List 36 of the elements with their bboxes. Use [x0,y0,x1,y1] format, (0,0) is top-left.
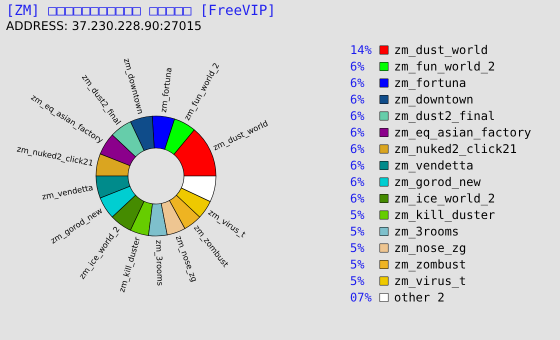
data-label: 5% [350,208,366,222]
legend-label: zm_fortuna [394,76,466,90]
legend-label: zm_dust2_final [394,109,496,123]
data-label: 07% [350,290,372,304]
data-label: 6% [350,92,366,106]
slice-label: zm_fortuna [159,66,174,114]
chart-title: [ZM] □□□□□□□□□□□ □□□□□ [FreeVIP] [6,3,276,19]
legend-label: zm_kill_duster [394,208,496,222]
slice-label: zm_3rooms [154,240,164,286]
legend-label: zm_ice_world_2 [394,192,496,206]
data-label: 6% [350,142,366,156]
data-label: 6% [350,126,366,140]
legend-label: zm_nuked2_click21 [394,142,517,156]
legend-label: zm_dust_world [394,43,488,57]
legend-label: zm_downtown [394,92,474,106]
data-label: 14% [350,43,372,57]
data-label: 6% [350,158,366,172]
data-label: 6% [350,109,366,123]
legend-label: zm_nose_zg [394,241,466,255]
data-label: 6% [350,60,366,74]
legend-label: zm_fun_world_2 [394,60,496,74]
legend-label: zm_zombust [394,258,466,272]
chart-subtitle: ADDRESS: 37.230.228.90:27015 [6,19,202,33]
data-label: 6% [350,192,366,206]
data-label: 5% [350,258,366,272]
data-label: 5% [350,241,366,255]
data-label: 6% [350,175,366,189]
legend-label: zm_3rooms [394,224,460,238]
legend-label: zm_virus_t [394,274,466,288]
data-label: 5% [350,274,366,288]
legend-label: other 2 [394,290,445,304]
legend-label: zm_vendetta [394,158,474,172]
data-label: 6% [350,76,366,90]
legend-label: zm_eq_asian_factory [394,126,532,140]
data-label: 5% [350,224,366,238]
legend-label: zm_gorod_new [394,175,482,189]
